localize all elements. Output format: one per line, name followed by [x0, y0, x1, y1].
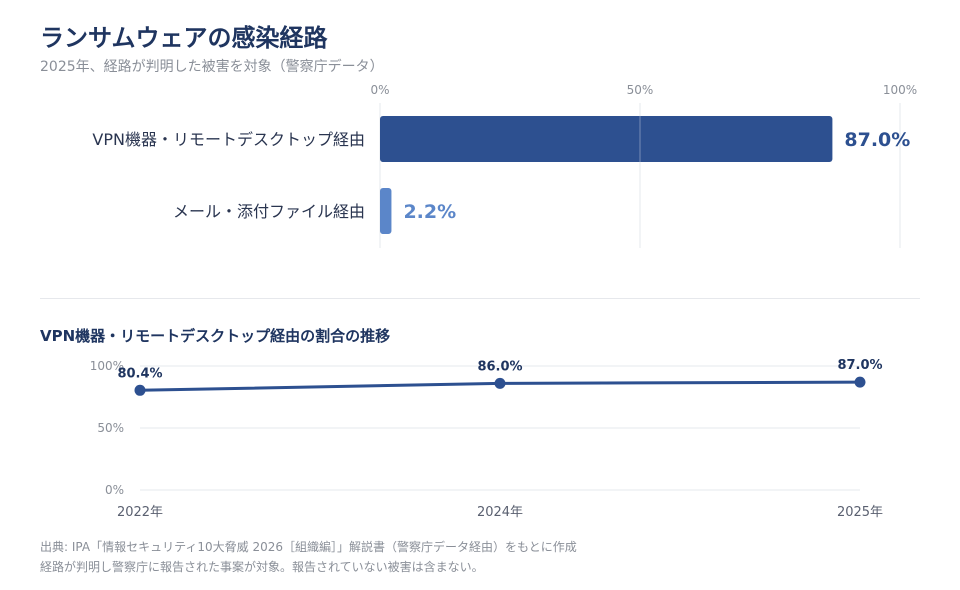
bar-value-label: 2.2%: [403, 201, 456, 223]
bar-x-tick-label: 0%: [370, 83, 389, 97]
line-y-tick-label: 0%: [105, 483, 124, 497]
line-x-tick-label: 2025年: [837, 505, 883, 520]
line-point: [494, 377, 506, 389]
line-y-tick-label: 100%: [90, 359, 124, 373]
bar-x-tick-label: 50%: [627, 83, 654, 97]
line-y-tick-label: 50%: [97, 421, 124, 435]
bar: [380, 188, 392, 234]
section-divider: [40, 298, 920, 299]
line-data-label: 87.0%: [837, 358, 882, 373]
bar-category-label: VPN機器・リモートデスクトップ経由: [92, 130, 365, 149]
line-x-tick-label: 2024年: [477, 505, 523, 520]
line-chart-title: VPN機器・リモートデスクトップ経由の割合の推移: [40, 327, 391, 345]
source-note: 出典: IPA「情報セキュリティ10大脅威 2026［組織編］」解説書（警察庁デ…: [40, 540, 577, 554]
line-data-label: 80.4%: [117, 366, 162, 381]
bar-category-label: メール・添付ファイル経由: [173, 202, 365, 221]
line-data-label: 86.0%: [477, 359, 522, 374]
line-x-tick-label: 2022年: [117, 505, 163, 520]
bar-value-label: 87.0%: [844, 129, 910, 151]
line-point: [854, 376, 866, 388]
bar: [380, 116, 833, 162]
line-point: [134, 384, 146, 396]
bar-x-tick-label: 100%: [883, 83, 917, 97]
scope-note: 経路が判明し警察庁に報告された事案が対象。報告されていない被害は含まない。: [40, 560, 484, 574]
chart-subtitle: 2025年、経路が判明した被害を対象（警察庁データ）: [40, 59, 384, 75]
chart-title: ランサムウェアの感染経路: [40, 24, 328, 52]
